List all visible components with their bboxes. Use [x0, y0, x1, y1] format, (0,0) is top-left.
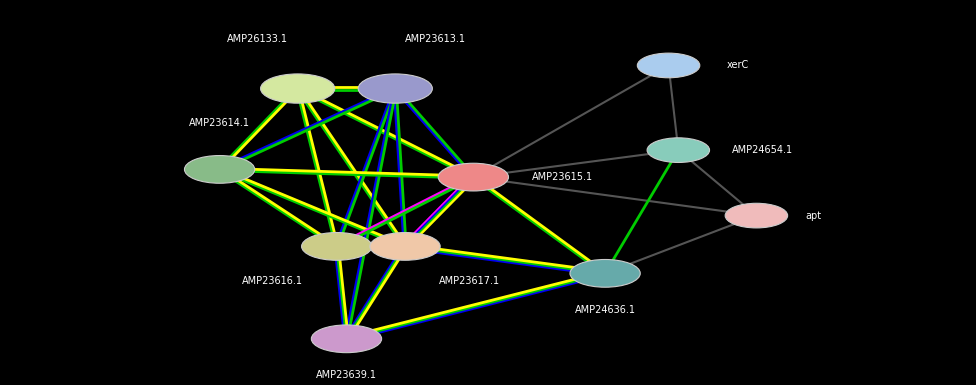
Ellipse shape	[370, 233, 440, 260]
Text: AMP23615.1: AMP23615.1	[532, 172, 593, 182]
Ellipse shape	[438, 163, 508, 191]
Ellipse shape	[637, 53, 700, 78]
Text: AMP23639.1: AMP23639.1	[316, 370, 377, 380]
Text: AMP23613.1: AMP23613.1	[405, 33, 467, 44]
Ellipse shape	[570, 259, 640, 287]
Ellipse shape	[261, 74, 335, 103]
Ellipse shape	[358, 74, 432, 103]
Ellipse shape	[302, 233, 372, 260]
Text: xerC: xerC	[727, 60, 750, 70]
Text: AMP26133.1: AMP26133.1	[227, 33, 288, 44]
Text: AMP23617.1: AMP23617.1	[439, 276, 501, 286]
Ellipse shape	[647, 138, 710, 162]
Text: AMP24654.1: AMP24654.1	[732, 145, 793, 155]
Text: AMP24636.1: AMP24636.1	[575, 305, 635, 315]
Text: AMP23616.1: AMP23616.1	[242, 276, 303, 286]
Text: AMP23614.1: AMP23614.1	[189, 118, 250, 128]
Text: apt: apt	[805, 211, 822, 221]
Ellipse shape	[725, 203, 788, 228]
Ellipse shape	[184, 156, 255, 183]
Ellipse shape	[311, 325, 382, 353]
